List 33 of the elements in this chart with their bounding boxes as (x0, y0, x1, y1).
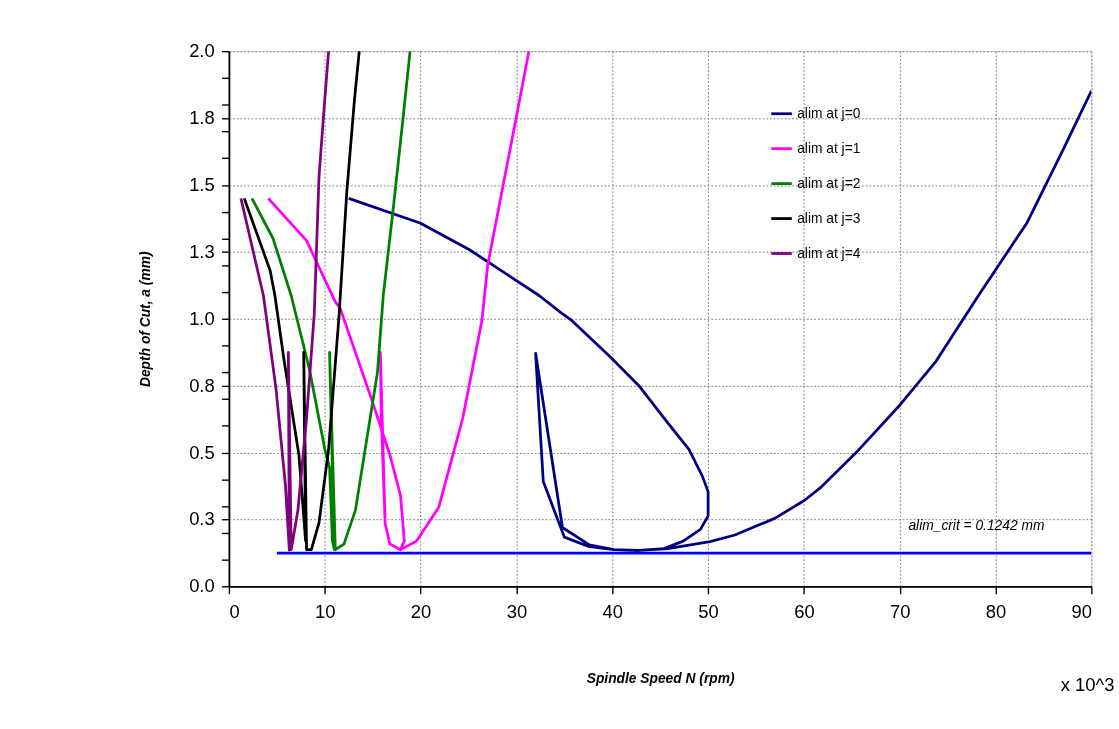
annotation: alim_crit = 0.1242 mm (908, 518, 1045, 534)
y-tick-label: 0.8 (189, 374, 215, 396)
x-tick-label: 90 (1071, 601, 1092, 623)
y-axis-title: Depth of Cut, a (mm) (137, 251, 153, 387)
y-tick-label: 1.5 (189, 173, 215, 195)
text: x 10^3 (1060, 674, 1115, 696)
y-tick-label: 1.8 (189, 107, 215, 129)
line-series (266, 51, 531, 552)
y-tick-label: 1.3 (189, 240, 215, 262)
line-series (239, 51, 330, 552)
legend-label: alim at j=0 (797, 106, 861, 122)
x-tick-label: 80 (985, 601, 1007, 623)
line-series (242, 51, 361, 552)
legend-label: alim at j=4 (797, 246, 861, 262)
legend-label: alim at j=1 (797, 141, 861, 157)
x-tick-label: 20 (410, 601, 432, 623)
legend-label: alim at j=3 (797, 211, 861, 227)
x-tick-label: 50 (698, 601, 719, 623)
x-tick-label: 70 (889, 601, 911, 623)
line-series (250, 51, 412, 552)
y-tick-label: 0.0 (189, 575, 215, 597)
x-axis-title: Spindle Speed N (rpm) (586, 671, 735, 687)
y-tick-label: 1.0 (189, 307, 215, 329)
line-series (347, 89, 1092, 552)
x-tick-label: 10 (315, 601, 336, 623)
y-tick-label: 0.3 (189, 508, 215, 530)
x-tick-label: 0 (229, 601, 240, 623)
y-tick-label: 0.5 (189, 441, 215, 463)
x-tick-label: 40 (602, 601, 623, 623)
legend-label: alim at j=2 (797, 176, 861, 192)
x-tick-label: 30 (506, 601, 528, 623)
y-tick-label: 2.0 (189, 40, 215, 62)
x-tick-label: 60 (794, 601, 815, 623)
